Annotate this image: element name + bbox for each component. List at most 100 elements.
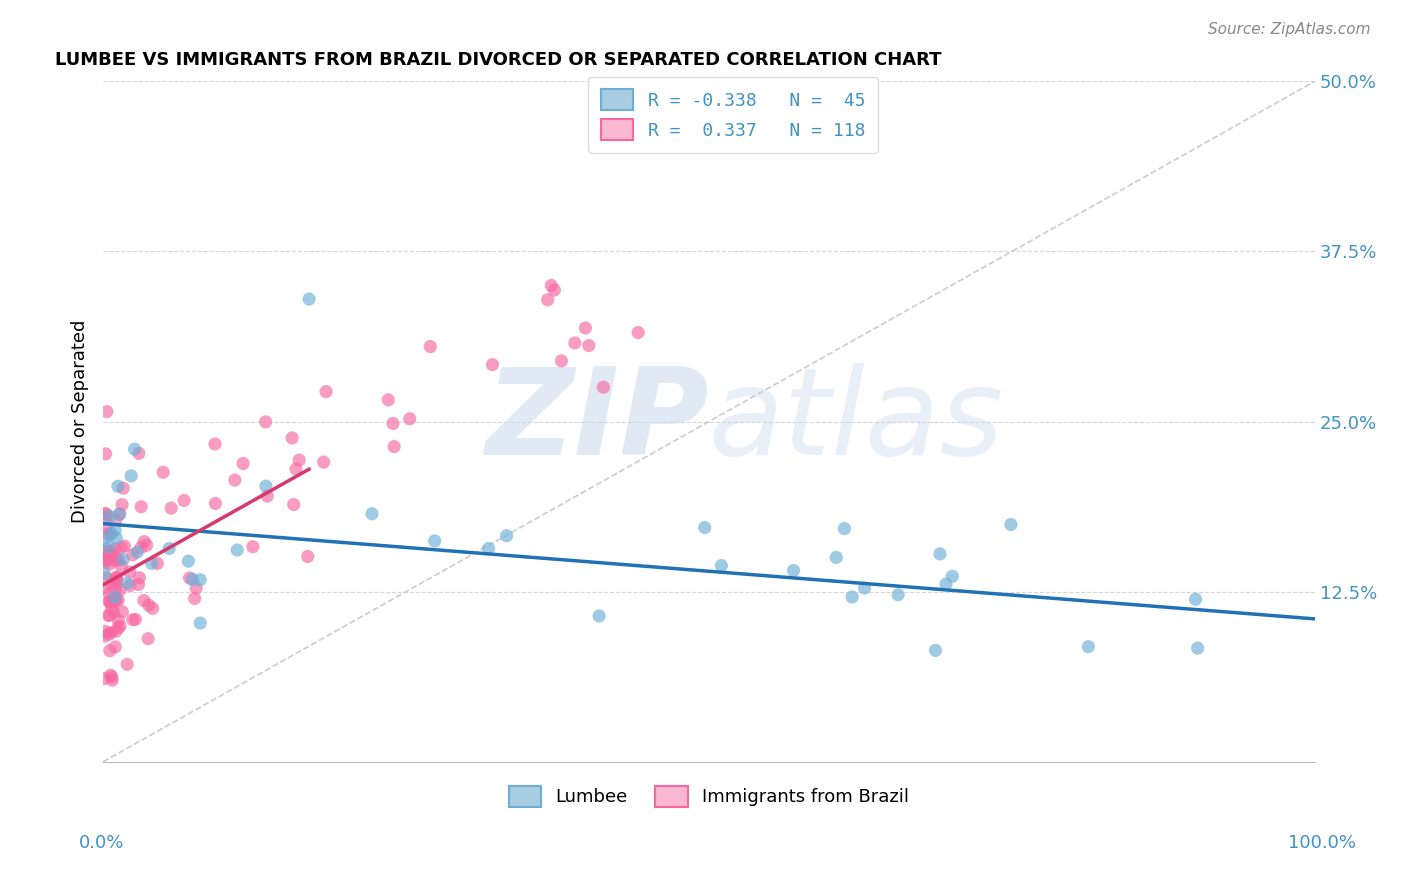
Point xyxy=(104,513,127,527)
Point xyxy=(141,557,163,571)
Point xyxy=(254,415,277,429)
Point xyxy=(94,545,117,559)
Point xyxy=(103,605,125,619)
Point xyxy=(110,559,132,574)
Point xyxy=(104,640,127,654)
Point xyxy=(97,549,120,564)
Text: 100.0%: 100.0% xyxy=(1288,834,1355,852)
Point xyxy=(540,278,562,293)
Point xyxy=(105,552,128,566)
Point xyxy=(495,529,517,543)
Point xyxy=(537,293,560,307)
Point xyxy=(101,549,124,563)
Point xyxy=(121,548,143,562)
Point xyxy=(134,534,156,549)
Point xyxy=(297,549,319,564)
Point xyxy=(105,624,128,639)
Point xyxy=(108,582,131,597)
Point xyxy=(98,608,121,623)
Point xyxy=(298,292,321,306)
Point xyxy=(98,544,121,558)
Point xyxy=(105,573,128,587)
Point xyxy=(93,629,115,643)
Point xyxy=(101,673,124,687)
Point xyxy=(825,550,848,565)
Text: Source: ZipAtlas.com: Source: ZipAtlas.com xyxy=(1208,22,1371,37)
Point xyxy=(97,608,120,623)
Point xyxy=(103,595,125,609)
Point xyxy=(1187,641,1209,656)
Point xyxy=(96,545,118,559)
Point xyxy=(97,540,120,554)
Point xyxy=(97,627,120,641)
Point xyxy=(107,621,129,635)
Point xyxy=(108,619,131,633)
Point xyxy=(94,553,117,567)
Point xyxy=(288,453,311,467)
Point xyxy=(98,587,121,601)
Point xyxy=(107,593,129,607)
Point xyxy=(104,553,127,567)
Point xyxy=(100,526,122,541)
Point xyxy=(96,404,118,418)
Point xyxy=(108,507,131,521)
Point xyxy=(481,358,503,372)
Point xyxy=(281,431,304,445)
Point xyxy=(841,590,863,604)
Point xyxy=(94,556,117,570)
Point xyxy=(578,338,600,352)
Text: LUMBEE VS IMMIGRANTS FROM BRAZIL DIVORCED OR SEPARATED CORRELATION CHART: LUMBEE VS IMMIGRANTS FROM BRAZIL DIVORCE… xyxy=(55,51,941,69)
Point xyxy=(128,446,150,460)
Point xyxy=(377,392,399,407)
Point xyxy=(146,557,169,571)
Point xyxy=(112,552,135,566)
Point xyxy=(382,417,405,431)
Point xyxy=(315,384,337,399)
Point xyxy=(312,455,335,469)
Point xyxy=(226,543,249,558)
Point xyxy=(98,509,121,524)
Point xyxy=(112,539,135,553)
Text: ZIP: ZIP xyxy=(485,363,709,480)
Point xyxy=(179,571,201,585)
Point xyxy=(98,595,121,609)
Point xyxy=(152,465,174,479)
Point xyxy=(564,335,586,350)
Point xyxy=(550,354,572,368)
Point xyxy=(941,569,963,583)
Point xyxy=(184,581,207,595)
Point xyxy=(105,577,128,591)
Point xyxy=(101,576,124,591)
Point xyxy=(94,624,117,639)
Point xyxy=(588,608,610,623)
Point xyxy=(96,507,118,521)
Point xyxy=(693,520,716,534)
Point xyxy=(129,541,152,555)
Point xyxy=(477,541,499,556)
Point xyxy=(138,599,160,613)
Point xyxy=(112,481,135,495)
Point xyxy=(627,326,650,340)
Point xyxy=(382,440,405,454)
Point xyxy=(135,538,157,552)
Point xyxy=(177,554,200,568)
Point xyxy=(111,498,134,512)
Point xyxy=(224,473,246,487)
Point xyxy=(93,672,115,686)
Point xyxy=(105,570,128,584)
Point xyxy=(183,591,205,606)
Point xyxy=(115,657,138,672)
Point xyxy=(120,469,142,483)
Point xyxy=(98,557,121,571)
Point xyxy=(104,541,127,556)
Point xyxy=(108,508,131,522)
Point xyxy=(118,565,141,579)
Point xyxy=(136,632,159,646)
Point xyxy=(929,547,952,561)
Point xyxy=(94,552,117,566)
Point xyxy=(924,643,946,657)
Y-axis label: Divorced or Separated: Divorced or Separated xyxy=(72,320,89,524)
Point xyxy=(94,571,117,585)
Point xyxy=(111,605,134,619)
Point xyxy=(132,593,155,607)
